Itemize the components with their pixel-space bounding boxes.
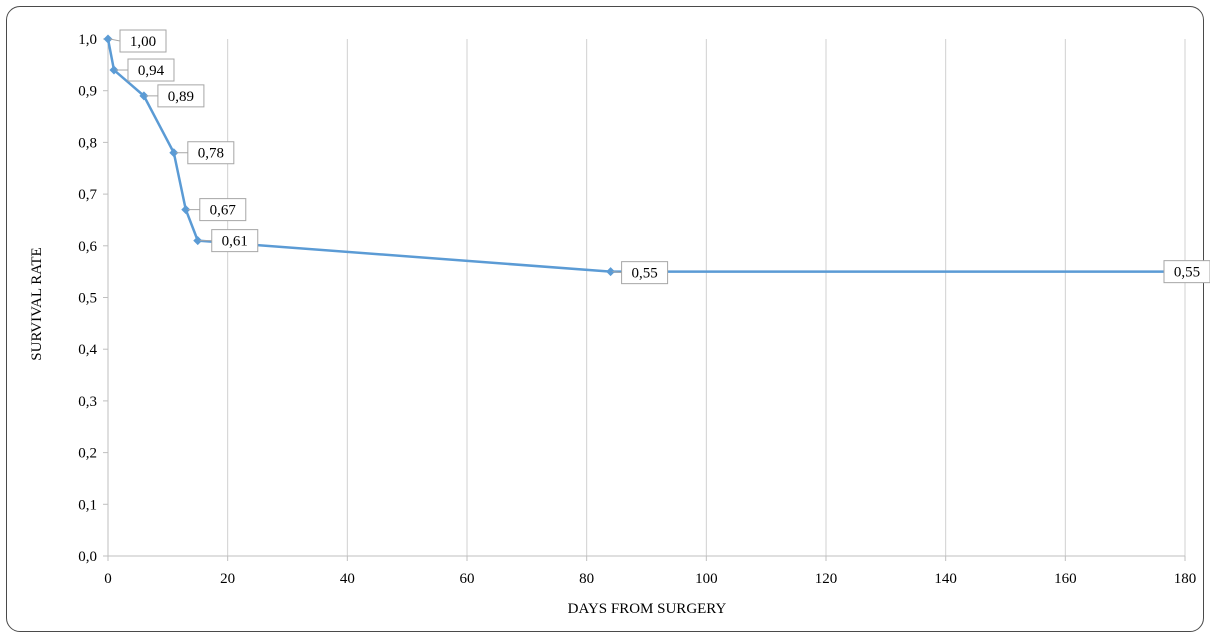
x-tick-label: 20 xyxy=(220,571,235,587)
y-tick-label: 0,9 xyxy=(78,84,97,100)
y-tick-label: 0,3 xyxy=(78,394,97,410)
data-point xyxy=(606,267,616,277)
data-point xyxy=(139,91,149,101)
x-tick-label: 140 xyxy=(934,571,957,587)
y-tick-labels: 0,0 0,1 0,2 0,3 0,4 0,5 0,6 0,7 0,8 0,9 1,0 xyxy=(78,32,97,565)
data-point xyxy=(103,34,113,44)
data-point xyxy=(181,205,191,215)
label-box xyxy=(157,84,205,108)
label-box xyxy=(199,198,247,222)
chart-frame xyxy=(6,6,1204,632)
data-label-text: 0,94 xyxy=(138,63,165,79)
x-tick-label: 60 xyxy=(460,571,475,587)
label-box xyxy=(211,229,259,253)
x-tick-label: 40 xyxy=(340,571,355,587)
gridlines xyxy=(227,39,1186,556)
data-label: 0,89 xyxy=(145,84,205,108)
x-axis-title: DAYS FROM SURGERY xyxy=(568,601,727,617)
data-label: 0,94 xyxy=(115,58,175,82)
data-label-text: 0,78 xyxy=(198,146,224,162)
y-tick-label: 0,0 xyxy=(78,549,97,565)
series-line xyxy=(106,38,1185,273)
x-tick-label: 180 xyxy=(1174,571,1197,587)
data-label: 0,78 xyxy=(175,141,235,165)
x-tick-label: 0 xyxy=(104,571,112,587)
axes xyxy=(103,38,1186,561)
data-label-text: 0,67 xyxy=(210,203,237,219)
y-tick-label: 0,5 xyxy=(78,291,97,307)
x-tick-label: 160 xyxy=(1054,571,1077,587)
series xyxy=(103,34,1190,277)
data-label-text: 0,61 xyxy=(222,234,248,250)
data-point xyxy=(109,65,119,75)
label-box xyxy=(1163,260,1210,284)
label-box xyxy=(187,141,235,165)
y-tick-label: 0,2 xyxy=(78,446,97,462)
label-box xyxy=(127,58,175,82)
y-tick-label: 0,6 xyxy=(78,239,97,255)
label-box xyxy=(119,29,167,53)
y-tick-label: 1,0 xyxy=(78,32,97,48)
data-label: 1,00 xyxy=(109,29,167,53)
data-label: 0,55 xyxy=(612,261,669,285)
y-axis-title: SURVIVAL RATE xyxy=(29,247,45,360)
label-leader xyxy=(109,38,121,42)
data-point xyxy=(193,236,203,246)
y-tick-label: 0,7 xyxy=(78,187,97,203)
x-tick-label: 120 xyxy=(815,571,838,587)
data-label: 0,61 xyxy=(199,229,259,253)
data-labels: 1,00 0,940,89 0,78 0,67 0,61 0,55 0,55 xyxy=(109,29,1210,285)
data-label-text: 1,00 xyxy=(130,34,156,50)
x-tick-label: 80 xyxy=(579,571,594,587)
data-label: 0,67 xyxy=(187,198,247,222)
label-box xyxy=(621,261,669,285)
data-label-text: 0,89 xyxy=(168,89,194,105)
x-tick-labels: 0 20 40 60 80 100 120 140 160 180 xyxy=(104,571,1196,587)
data-point xyxy=(169,148,179,158)
data-label: 0,55 xyxy=(1163,260,1210,284)
x-tick-label: 100 xyxy=(695,571,718,587)
y-tick-label: 0,8 xyxy=(78,135,97,151)
y-tick-label: 0,4 xyxy=(78,342,97,358)
data-label-text: 0,55 xyxy=(1174,265,1200,281)
data-label-text: 0,55 xyxy=(631,266,657,282)
label-leader xyxy=(612,271,622,274)
y-tick-label: 0,1 xyxy=(78,497,97,513)
